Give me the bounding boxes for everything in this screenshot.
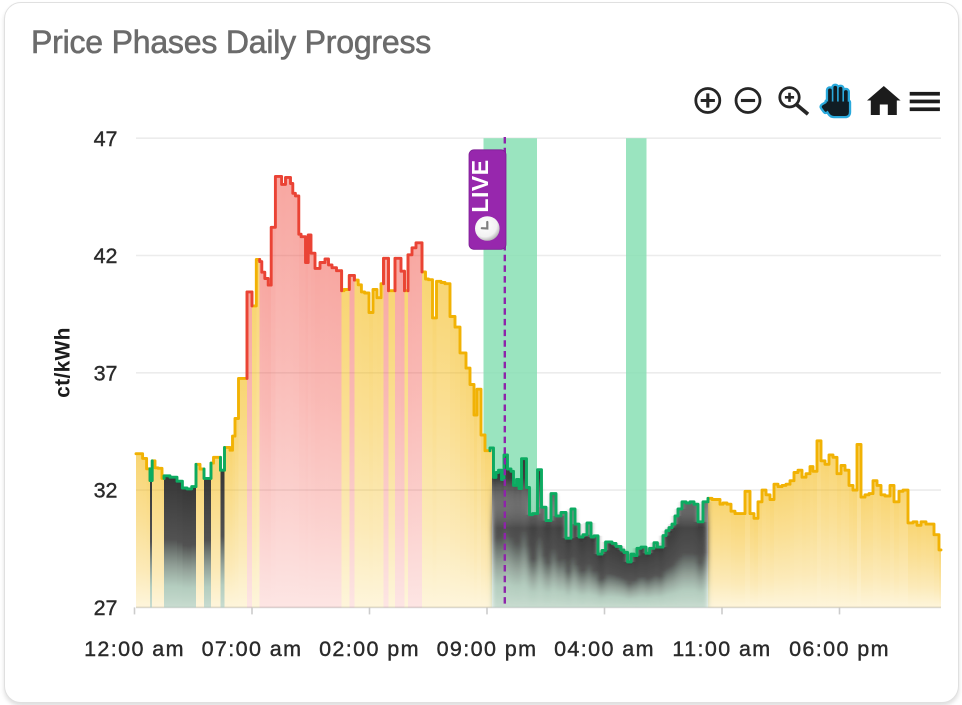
- svg-text:ct/kWh: ct/kWh: [52, 327, 75, 398]
- svg-text:42: 42: [94, 244, 118, 268]
- svg-text:LIVE: LIVE: [467, 159, 493, 212]
- svg-text:02:00 pm: 02:00 pm: [319, 637, 420, 661]
- svg-text:07:00 am: 07:00 am: [202, 637, 303, 661]
- svg-text:04:00 am: 04:00 am: [554, 637, 655, 661]
- svg-text:12:00 am: 12:00 am: [84, 637, 185, 661]
- svg-text:09:00 pm: 09:00 pm: [437, 637, 538, 661]
- svg-text:47: 47: [94, 127, 118, 151]
- svg-text:32: 32: [94, 479, 118, 503]
- svg-text:11:00 am: 11:00 am: [672, 637, 771, 661]
- svg-text:06:00 pm: 06:00 pm: [789, 637, 890, 661]
- svg-text:27: 27: [94, 596, 118, 620]
- svg-text:37: 37: [94, 361, 118, 385]
